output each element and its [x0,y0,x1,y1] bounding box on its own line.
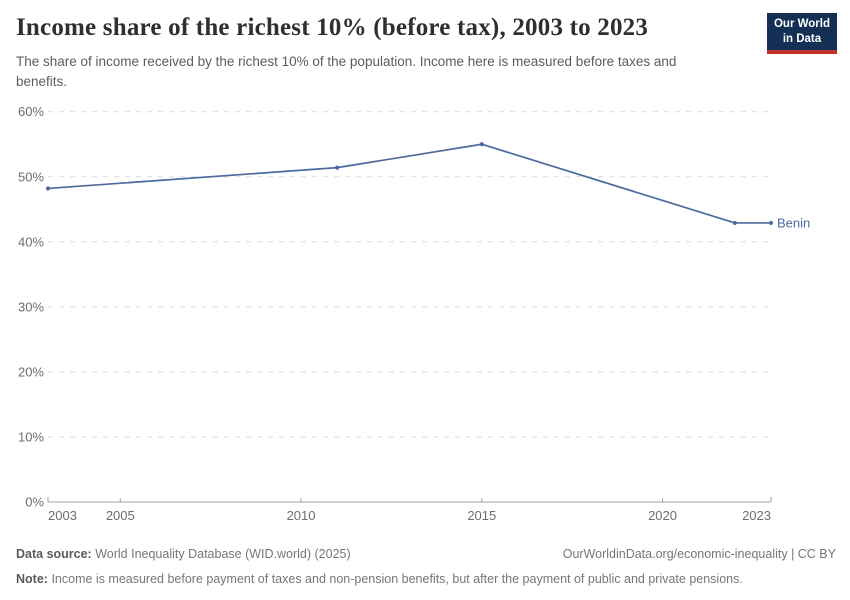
y-axis-tick-label: 40% [18,234,44,249]
series-end-label: Benin [777,215,810,230]
owid-logo: Our World in Data [766,13,837,54]
data-source: Data source: World Inequality Database (… [16,546,351,564]
series-line-benin[interactable] [47,143,772,224]
chart-footer: Data source: World Inequality Database (… [16,546,836,588]
y-axis-tick-label: 0% [25,495,44,510]
owid-logo-line2: in Data [782,32,822,45]
x-axis-tick-label: 2003 [48,508,77,523]
data-point[interactable] [768,220,774,226]
page-title: Income share of the richest 10% (before … [16,14,649,41]
note-text: Income is measured before payment of tax… [51,571,743,586]
y-axis-tick-label: 10% [18,429,44,444]
x-axis-tick-label: 2020 [648,508,677,523]
data-point[interactable] [479,142,484,147]
y-axis-tick-label: 60% [18,104,44,119]
data-point[interactable] [45,186,51,191]
y-axis-tick-label: 30% [18,299,44,314]
y-axis-tick-label: 20% [18,364,44,379]
owid-logo-line1: Our World [773,18,830,30]
x-axis-tick-label: 2023 [742,508,771,523]
x-axis-tick-label: 2005 [106,508,135,523]
credit-link[interactable]: OurWorldinData.org/economic-inequality |… [562,547,836,561]
data-point[interactable] [732,220,737,226]
data-source-label: Data source: [16,547,92,561]
data-source-text: World Inequality Database (WID.world) (2… [95,547,351,561]
note-label: Note: [16,571,48,586]
x-axis-tick-label: 2010 [287,508,316,523]
y-axis-tick-label: 50% [18,169,44,184]
chart-subtitle: The share of income received by the rich… [16,54,677,90]
x-axis-tick-label: 2015 [467,508,496,523]
data-point[interactable] [335,165,340,170]
